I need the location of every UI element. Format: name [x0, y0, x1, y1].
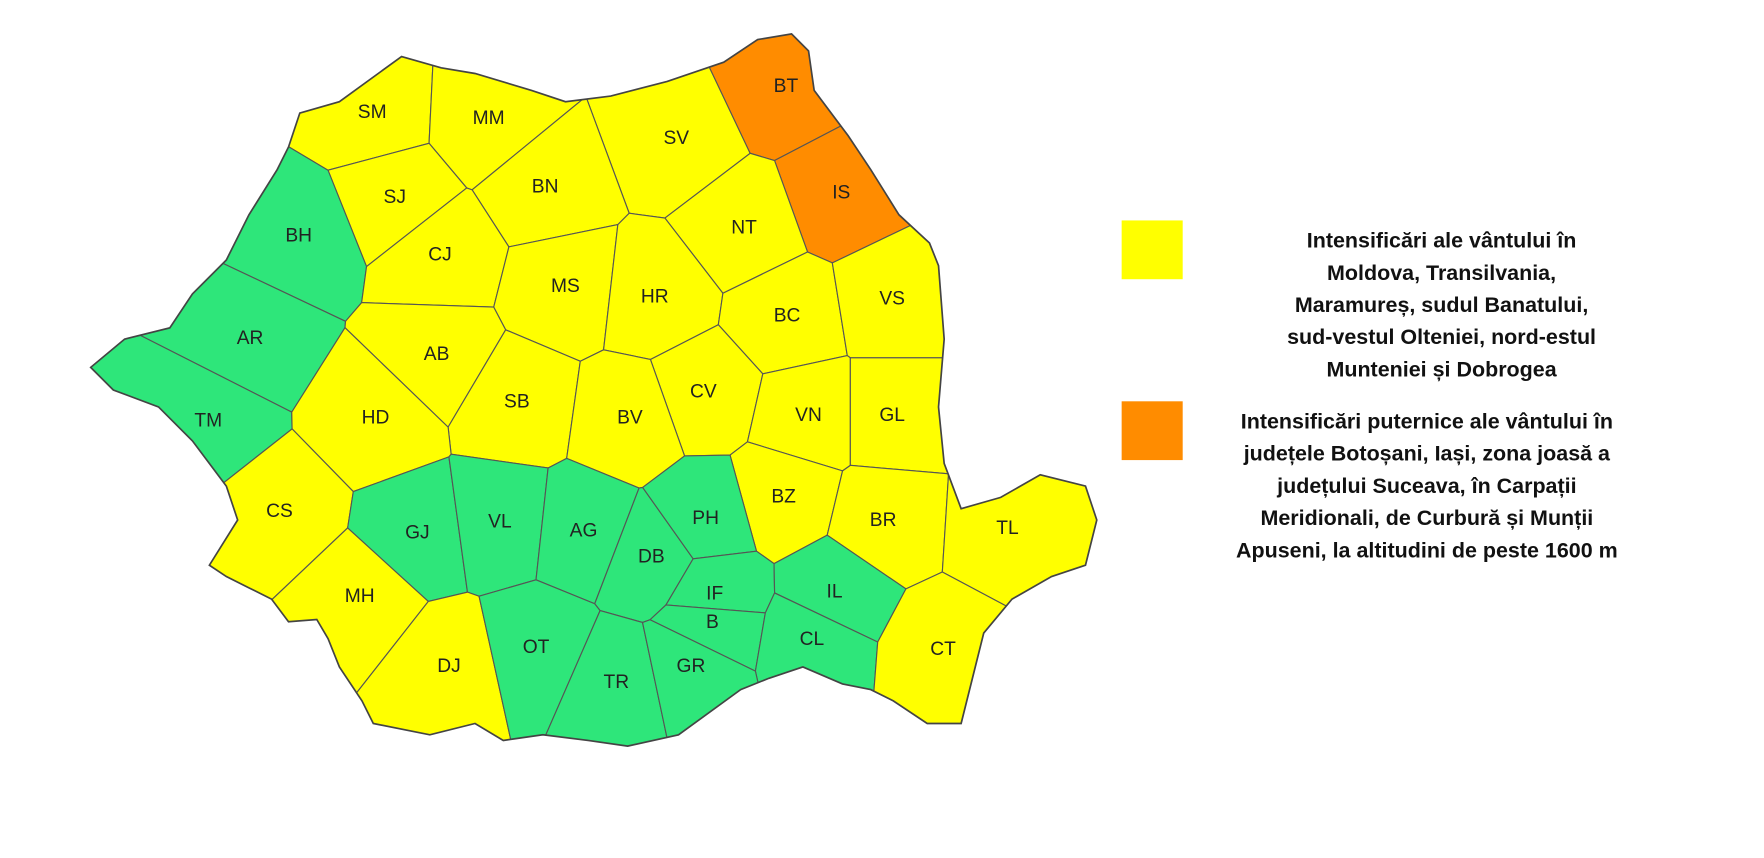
legend-text: Apuseni, la altitudini de peste 1600 m: [1236, 538, 1618, 562]
county-label: BZ: [771, 486, 796, 507]
county-label: GR: [677, 656, 706, 677]
legend-text: județele Botoșani, Iași, zona joasă a: [1243, 442, 1611, 466]
legend-text: Munteniei și Dobrogea: [1326, 357, 1557, 381]
county-label: BT: [774, 76, 799, 97]
county-label: BR: [870, 510, 897, 531]
county-label: CS: [266, 501, 293, 522]
county-label: AR: [237, 328, 264, 349]
legend-text: Moldova, Transilvania,: [1327, 261, 1556, 285]
legend-text: Maramureș, sudul Banatului,: [1295, 293, 1588, 317]
county-label: IF: [706, 584, 723, 605]
county-label: DJ: [437, 656, 460, 677]
county-label: VN: [795, 405, 822, 426]
county: [90, 33, 368, 323]
county-label: TR: [604, 672, 630, 693]
county-label: HR: [641, 286, 669, 307]
county-label: TM: [194, 411, 222, 432]
county-label: MH: [345, 586, 375, 607]
county-label: SB: [504, 392, 530, 413]
county-label: GL: [879, 405, 905, 426]
county-label: BN: [532, 177, 559, 198]
county-label: SJ: [384, 187, 406, 208]
legend-swatch: [1121, 401, 1183, 461]
county: [641, 454, 758, 560]
country-outline: [89, 33, 1098, 747]
county-label: AB: [424, 344, 450, 365]
legend-text: Intensificări puternice ale vântului în: [1241, 409, 1613, 433]
county-label: MM: [473, 108, 505, 129]
counties: [90, 33, 1097, 747]
legend-text: județului Suceava, în Carpații: [1276, 474, 1576, 498]
county-label: VS: [879, 289, 905, 310]
county-label: SV: [663, 128, 689, 149]
county-label: B: [706, 612, 719, 633]
county-label: BH: [285, 225, 312, 246]
county-label: CV: [690, 381, 717, 402]
legend-text: sud-vestul Olteniei, nord-estul: [1287, 325, 1596, 349]
legend-text: Intensificări ale vântului în: [1307, 229, 1577, 253]
county-label: DB: [638, 546, 665, 567]
county-label: GJ: [405, 523, 430, 544]
legend-swatch: [1121, 220, 1183, 280]
county-label: BC: [774, 306, 801, 327]
legend-text: Meridionali, de Curbură și Munții: [1260, 506, 1593, 530]
county-label: TL: [996, 518, 1019, 539]
county-label: PH: [692, 508, 719, 529]
county-label: SM: [358, 102, 387, 123]
county-label: HD: [362, 407, 390, 428]
county-label: NT: [731, 217, 757, 238]
county: [860, 571, 1097, 747]
county-label: IS: [832, 182, 850, 203]
county-label: AG: [570, 520, 598, 541]
county: [90, 428, 354, 747]
county-label: MS: [551, 276, 580, 297]
county: [90, 33, 437, 171]
county-label: IL: [827, 581, 843, 602]
county-label: CL: [800, 629, 825, 650]
county-label: BV: [617, 407, 643, 428]
county-label: OT: [523, 637, 550, 658]
county-label: CT: [930, 639, 956, 660]
county-label: CJ: [428, 245, 451, 266]
county-label: VL: [488, 511, 512, 532]
county-labels: SM MM SV BT IS SJ BN NT BH CJ MS HR BC VS AR AB SB CV VN GL…: [194, 76, 1019, 693]
legend: Intensificări ale vântului în Moldova, Tr…: [1121, 220, 1618, 562]
